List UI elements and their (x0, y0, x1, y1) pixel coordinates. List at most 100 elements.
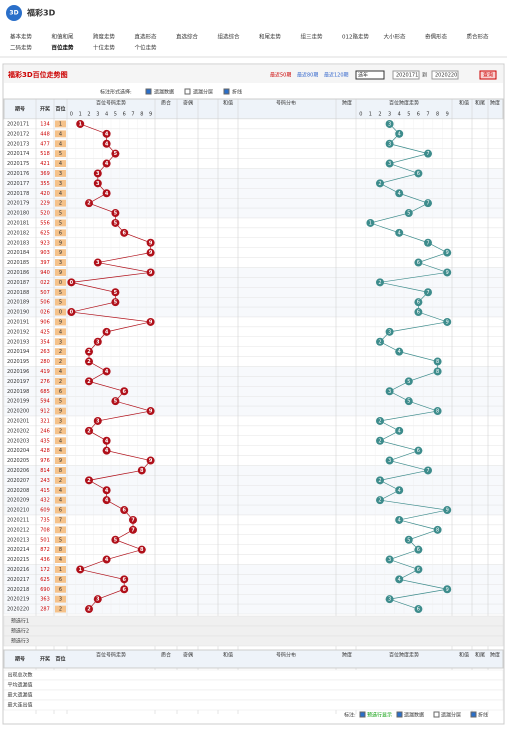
period: 2020182 (7, 230, 29, 236)
hundreds-ball (111, 397, 120, 406)
hundreds-ball (111, 288, 120, 297)
hundreds-cell (55, 338, 66, 346)
row-bg (3, 326, 504, 337)
nav-link[interactable]: 组三走势 (301, 33, 324, 41)
digit-head: 0 (359, 112, 362, 118)
hundreds-ball (129, 525, 137, 534)
nav-link[interactable]: 直选形态 (135, 33, 158, 41)
number: 685 (40, 389, 50, 395)
period: 2020206 (7, 468, 29, 474)
period: 2020171 (7, 121, 29, 127)
nav-link[interactable]: 基本走势 (10, 33, 33, 41)
span-ball-label: 7 (426, 468, 429, 474)
footer-option: 预选行显示 (367, 712, 392, 719)
nav-link[interactable]: 跨度走势 (93, 33, 116, 41)
row-bg (3, 396, 504, 407)
nav-link[interactable]: 012路走势 (342, 33, 369, 41)
span-ball-label: 3 (388, 458, 391, 464)
hundreds-ball (85, 347, 93, 356)
hundreds-cell-text: 0 (59, 310, 62, 316)
preselect-label: 预选行1 (11, 618, 29, 625)
row-bg (3, 356, 504, 367)
col-head: 百位 (55, 656, 65, 663)
span-ball-label: 2 (378, 418, 381, 424)
span-ball-label: 5 (407, 399, 410, 405)
nav-link[interactable]: 直选综合 (176, 33, 199, 41)
hundreds-ball (120, 228, 129, 237)
nav-link[interactable]: 质合形态 (467, 33, 490, 41)
nav-link[interactable]: 组选综合 (218, 33, 241, 41)
period: 2020183 (7, 240, 29, 246)
quick-link[interactable]: 最近120期 (324, 72, 349, 79)
group-head: 和尾 (475, 100, 485, 107)
nav-link[interactable]: 奇偶形态 (425, 33, 448, 41)
nav-link[interactable]: 百位走势 (52, 44, 75, 52)
hundreds-cell (55, 387, 66, 395)
hundreds-ball (85, 426, 93, 435)
period: 2020218 (7, 587, 29, 593)
digit-head: 9 (446, 112, 449, 118)
query-btn[interactable] (479, 70, 497, 80)
row-bg (3, 415, 504, 427)
hundreds-ball-label: 9 (149, 319, 153, 325)
hundreds-ball-label: 9 (149, 240, 153, 246)
hundreds-cell-text: 9 (59, 240, 62, 246)
period: 2020178 (7, 191, 29, 197)
checkbox[interactable] (396, 711, 403, 718)
number: 287 (40, 607, 50, 613)
nav-link[interactable]: 十位走势 (93, 44, 116, 52)
hundreds-cell-text: 3 (59, 597, 62, 603)
group-head: 百位号码走势 (96, 100, 126, 107)
checkbox[interactable] (145, 88, 152, 95)
row-bg (3, 267, 504, 278)
quick-link[interactable]: 最近50期 (270, 72, 291, 79)
hundreds-cell (55, 486, 66, 494)
nav-link[interactable]: 和尾走势 (259, 33, 282, 41)
digit-head: 1 (79, 112, 82, 118)
hundreds-cell (55, 120, 66, 128)
hundreds-cell (55, 259, 66, 266)
hundreds-cell-text: 3 (59, 181, 62, 187)
nav-link[interactable]: 和值和尾 (52, 33, 75, 41)
row-bg (3, 504, 504, 516)
checkbox[interactable] (184, 88, 191, 95)
year-select[interactable] (355, 70, 385, 80)
nav-link[interactable]: 大小形态 (384, 33, 407, 41)
hundreds-ball (120, 506, 129, 515)
hundreds-cell-text: 1 (59, 121, 62, 127)
stat-label: 最大连出值 (7, 702, 32, 709)
number: 172 (40, 567, 50, 573)
digit-head: 4 (398, 112, 401, 118)
span-ball-label: 3 (388, 141, 391, 147)
col-head: 开奖 (40, 656, 51, 663)
period: 2020203 (7, 438, 29, 444)
hundreds-ball-label: 4 (105, 448, 109, 454)
nav-link[interactable]: 二码走势 (10, 44, 33, 52)
nav-link[interactable]: 个位走势 (135, 44, 158, 52)
hundreds-ball (111, 535, 120, 544)
checkbox[interactable] (223, 88, 230, 95)
hundreds-cell (55, 160, 66, 167)
hundreds-ball-label: 1 (78, 121, 82, 127)
row-bg (3, 435, 504, 446)
digit-head: 8 (436, 112, 439, 118)
span-ball (433, 525, 442, 534)
checkbox[interactable] (433, 711, 440, 718)
from-box[interactable] (392, 70, 420, 80)
span-ball (443, 248, 452, 257)
period: 2020219 (7, 597, 29, 603)
hundreds-ball (102, 139, 111, 148)
span-ball (414, 545, 423, 554)
from: 2020171 (396, 73, 418, 79)
checkbox[interactable] (470, 711, 477, 718)
row-bg (3, 178, 504, 189)
span-ball-label: 8 (436, 369, 439, 375)
checkbox[interactable] (359, 711, 366, 718)
to-box[interactable] (431, 70, 459, 80)
quick-link[interactable]: 最近80期 (297, 72, 318, 79)
span-ball-label: 6 (417, 607, 420, 613)
row-bg (3, 495, 504, 506)
period: 2020194 (7, 349, 29, 355)
hundreds-cell-text: 8 (59, 547, 62, 553)
span-ball-label: 6 (417, 300, 420, 306)
